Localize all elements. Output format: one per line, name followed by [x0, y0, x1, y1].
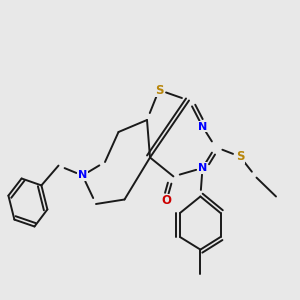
Text: S: S [155, 83, 163, 97]
Text: N: N [78, 170, 87, 181]
Text: O: O [161, 194, 172, 208]
Text: N: N [198, 122, 207, 132]
Text: N: N [198, 163, 207, 173]
Text: S: S [236, 150, 244, 163]
